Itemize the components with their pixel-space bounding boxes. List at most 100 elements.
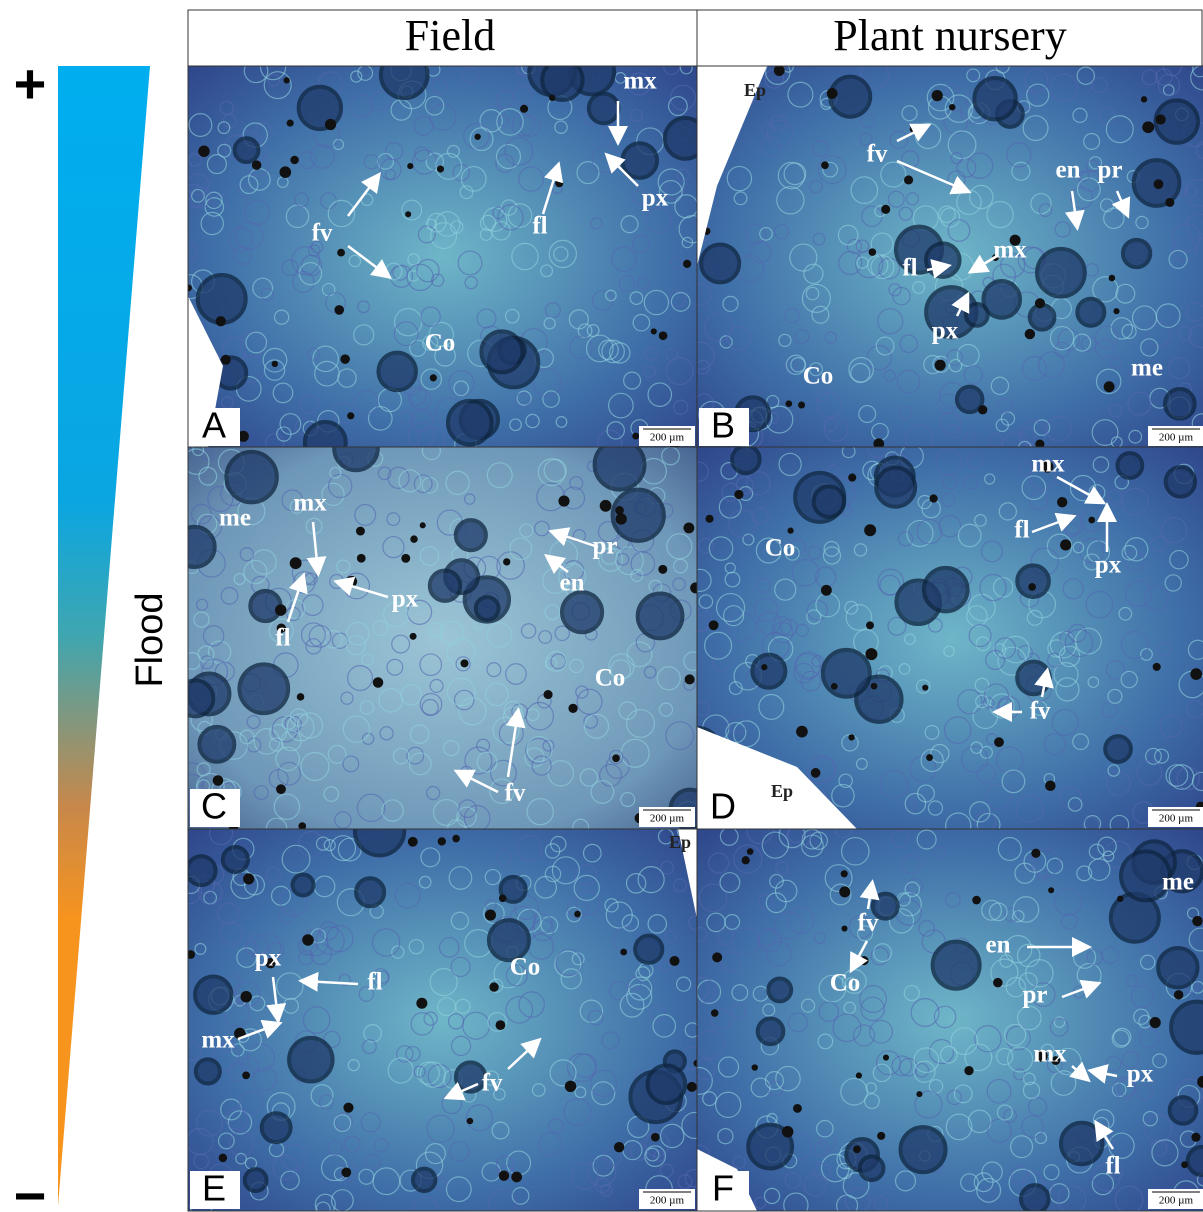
gradient-top: + [14,52,47,115]
dark-cell [904,175,913,184]
vascular-bundle [974,78,1015,119]
vascular-bundle [1123,240,1150,267]
dark-cell [683,522,694,533]
dark-cell [865,648,877,660]
dark-cell [356,527,365,536]
dark-cell [782,1126,794,1138]
annotation: Co [830,970,861,997]
annotation: fl [367,969,382,996]
annotation: me [1162,869,1194,896]
vascular-bundle [1171,1002,1203,1053]
vascular-bundle [924,568,968,612]
vascular-bundle [1021,1185,1049,1212]
dark-cell [221,355,231,365]
vascular-bundle [635,936,662,963]
dark-cell [685,674,695,684]
dark-cell [616,513,627,524]
annotation: px [932,318,959,345]
dark-cell [877,1132,885,1140]
dark-cell [1141,96,1147,102]
dark-cell [1060,539,1071,550]
vascular-bundle [901,1127,946,1172]
dark-cell [711,1009,719,1017]
dark-cell [1153,663,1161,671]
vascular-bundle [1105,736,1131,762]
dark-cell [284,77,290,83]
dark-cell [511,1172,522,1183]
annotation: Ep [744,80,766,100]
dark-cell [706,515,714,523]
vascular-bundle [1166,467,1195,496]
dark-cell [787,528,793,534]
dark-cell [243,873,254,884]
annotation: Ep [771,781,793,801]
dark-cell [1057,497,1067,507]
annotation: Co [595,665,626,692]
dark-cell [994,737,1004,747]
dark-cell [821,585,832,596]
annotation: fl [902,255,917,282]
dark-cell [883,1054,889,1060]
dark-cell [841,870,848,877]
dark-cell [1104,381,1115,392]
scale-label: 200 µm [650,813,685,825]
annotation: Ep [669,832,691,852]
vascular-bundle [814,486,845,517]
vascular-bundle [448,401,492,445]
dark-cell [651,1133,660,1142]
vascular-bundle [589,94,619,124]
dark-cell [240,991,251,1002]
dark-cell [747,848,754,855]
scale-label: 200 µm [1159,1195,1194,1207]
dark-cell [343,1103,353,1113]
vascular-bundle [933,942,980,989]
gradient-bottom: − [14,1164,47,1212]
annotation: mx [993,237,1027,264]
dark-cell [620,949,627,956]
vascular-bundle [926,243,960,277]
dark-cell [242,1071,250,1079]
micrograph-panel: memxprenpxflCofvC200 µm [174,427,709,839]
dark-cell [252,160,261,169]
dark-cell [341,1167,351,1177]
annotation: mx [623,68,657,95]
dark-cell [848,734,854,740]
vascular-bundle [430,570,460,600]
dark-cell [499,895,507,903]
dark-cell [600,500,612,512]
dark-cell [1181,1161,1188,1168]
vascular-bundle [235,138,259,162]
dark-cell [709,620,719,630]
vascular-bundle [1188,1147,1203,1175]
dark-cell [922,685,928,691]
dark-cell [1156,114,1166,124]
scale-label: 200 µm [1159,813,1194,825]
dark-cell [410,535,417,542]
dark-cell [871,683,878,690]
annotation: fl [1014,517,1029,544]
dark-cell [856,1072,862,1078]
dark-cell [935,360,946,371]
dark-cell [401,554,410,563]
dark-cell [761,664,767,670]
vascular-bundle [768,978,791,1001]
annotation: mx [1031,451,1065,478]
dark-cell [848,474,856,482]
dark-cell [651,328,657,334]
dark-cell [410,633,417,640]
vascular-bundle [1158,948,1197,987]
vascular-bundle [622,143,657,178]
dark-cell [1190,668,1202,680]
vascular-bundle [562,592,602,632]
dark-cell [916,1091,922,1097]
vascular-bundle [732,446,759,473]
dark-cell [949,104,955,110]
annotation: Co [425,330,456,357]
dark-cell [866,621,874,629]
annotation: en [1056,157,1081,184]
vascular-bundle [289,1038,333,1082]
dark-cell [272,361,278,367]
dark-cell [712,952,722,962]
annotation: pr [593,533,618,560]
